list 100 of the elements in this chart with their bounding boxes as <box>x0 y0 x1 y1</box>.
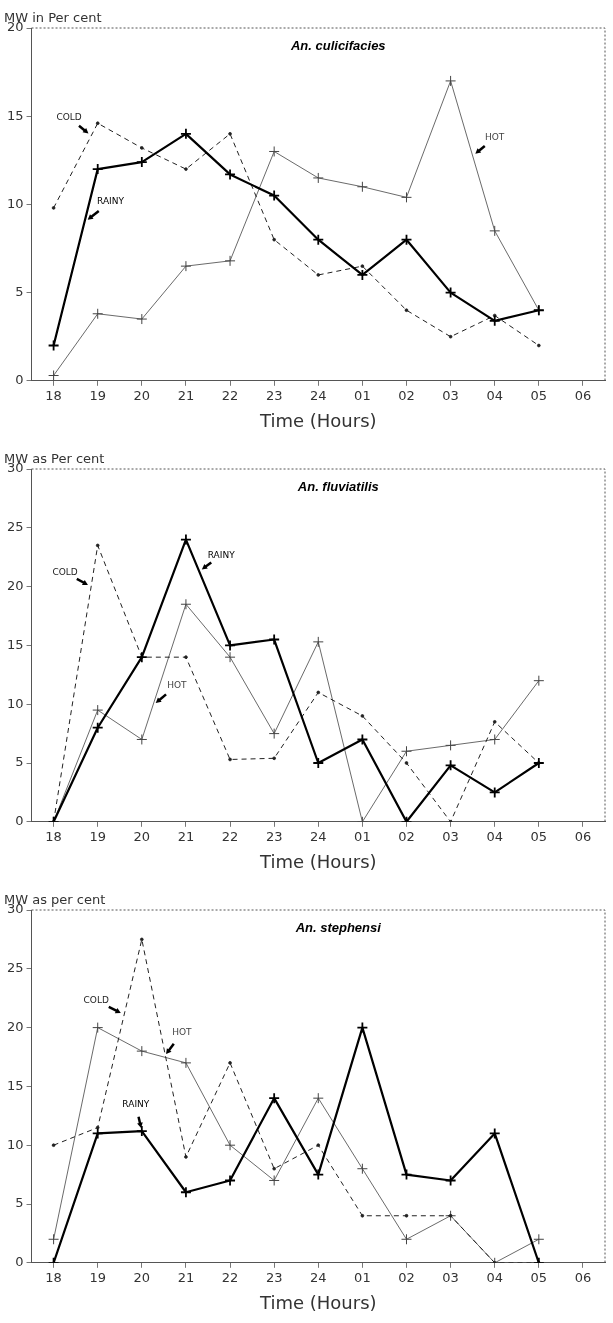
series-label: HOT <box>167 679 188 690</box>
x-tick-label: 05 <box>530 387 548 403</box>
text: RAINY <box>122 1099 150 1110</box>
point <box>444 1174 457 1187</box>
point <box>356 1163 368 1175</box>
point <box>92 704 104 716</box>
point <box>268 1092 281 1105</box>
point <box>268 728 280 740</box>
point <box>92 308 104 320</box>
x-tick-label: 21 <box>177 387 195 403</box>
y-tick-label: 15 <box>7 636 24 652</box>
x-tick-label: 04 <box>486 828 503 844</box>
x-tick-label: 18 <box>45 387 62 403</box>
point <box>312 172 324 184</box>
point <box>224 1174 236 1187</box>
x-tick-label: 06 <box>574 828 592 844</box>
x-tick-label: 01 <box>354 387 371 403</box>
point <box>136 313 148 325</box>
point <box>180 1057 192 1069</box>
y-tick-label: 5 <box>15 283 24 299</box>
x-axis-title: Time (Hours) <box>258 1291 377 1313</box>
point <box>312 636 324 648</box>
x-tick-label: 02 <box>398 387 415 403</box>
y-tick-label: 10 <box>7 695 24 711</box>
x-tick-label: 04 <box>486 387 503 403</box>
point <box>180 533 192 546</box>
point <box>224 639 236 652</box>
y-tick-label: 15 <box>7 1077 24 1093</box>
x-tick-label: 24 <box>310 1269 327 1285</box>
x-tick-label: 23 <box>265 1269 283 1285</box>
x-tick-label: 19 <box>89 387 106 403</box>
point <box>533 675 545 687</box>
x-tick-label: 01 <box>354 828 371 844</box>
x-tick-label: 22 <box>221 1269 239 1285</box>
text: An. fluviatilis <box>296 479 379 495</box>
y-tick-label: 20 <box>7 577 24 593</box>
point <box>400 1168 413 1181</box>
text: An. stephensi <box>294 920 382 936</box>
point <box>224 1139 236 1151</box>
point <box>401 745 412 757</box>
point <box>445 1210 457 1222</box>
point <box>312 757 325 769</box>
x-tick-label: 23 <box>265 828 283 844</box>
series-label: HOT <box>484 132 505 143</box>
point <box>135 651 148 664</box>
point <box>356 1021 369 1034</box>
y-tick-label: 25 <box>7 960 24 976</box>
x-tick-label: 18 <box>45 828 62 844</box>
point <box>356 733 369 746</box>
x-tick-label: 20 <box>133 1269 151 1285</box>
point <box>92 1022 104 1034</box>
x-tick-label: 21 <box>177 828 195 844</box>
point <box>224 255 236 267</box>
x-tick-label: 05 <box>530 1269 548 1285</box>
x-tick-label: 22 <box>221 387 239 403</box>
x-tick-label: 06 <box>574 387 592 403</box>
point <box>444 286 457 299</box>
x-tick-label: 24 <box>310 387 327 403</box>
point <box>91 1127 104 1140</box>
x-tick-label: 03 <box>442 1269 459 1285</box>
point <box>224 651 236 663</box>
point <box>180 260 192 272</box>
x-tick-label: 06 <box>574 1269 592 1285</box>
point <box>180 598 192 610</box>
point <box>401 191 412 203</box>
point <box>47 339 60 352</box>
point <box>356 181 368 193</box>
x-tick-label: 03 <box>442 387 459 403</box>
y-tick-label: 10 <box>7 195 24 211</box>
point <box>48 1233 60 1245</box>
point <box>445 75 457 87</box>
point <box>400 233 413 246</box>
series-label: RAINY <box>97 196 125 207</box>
x-tick-label: 21 <box>177 1269 195 1285</box>
point <box>532 757 545 769</box>
y-tick-label: 20 <box>7 1018 24 1034</box>
point <box>135 1125 148 1137</box>
x-tick-label: 19 <box>89 828 106 844</box>
point <box>356 269 369 281</box>
series-label: RAINY <box>207 549 236 560</box>
point <box>401 1233 412 1245</box>
point <box>268 633 281 646</box>
series-label: COLD <box>83 995 109 1006</box>
x-axis-title: Time (Hours) <box>258 409 377 431</box>
point <box>48 370 60 381</box>
y-tick-label: 5 <box>15 754 24 770</box>
x-tick-label: 01 <box>354 1269 371 1285</box>
point <box>444 759 457 772</box>
point <box>268 1174 280 1186</box>
point <box>312 1092 324 1104</box>
point <box>488 314 501 327</box>
x-tick-label: 03 <box>442 828 459 844</box>
y-tick-label: 0 <box>15 372 24 388</box>
x-tick-label: 02 <box>398 1269 415 1285</box>
point <box>445 739 457 751</box>
series-label: COLD <box>52 566 78 577</box>
point <box>488 1127 501 1140</box>
x-tick-label: 20 <box>133 828 151 844</box>
point <box>533 1233 545 1245</box>
point <box>180 1186 192 1199</box>
